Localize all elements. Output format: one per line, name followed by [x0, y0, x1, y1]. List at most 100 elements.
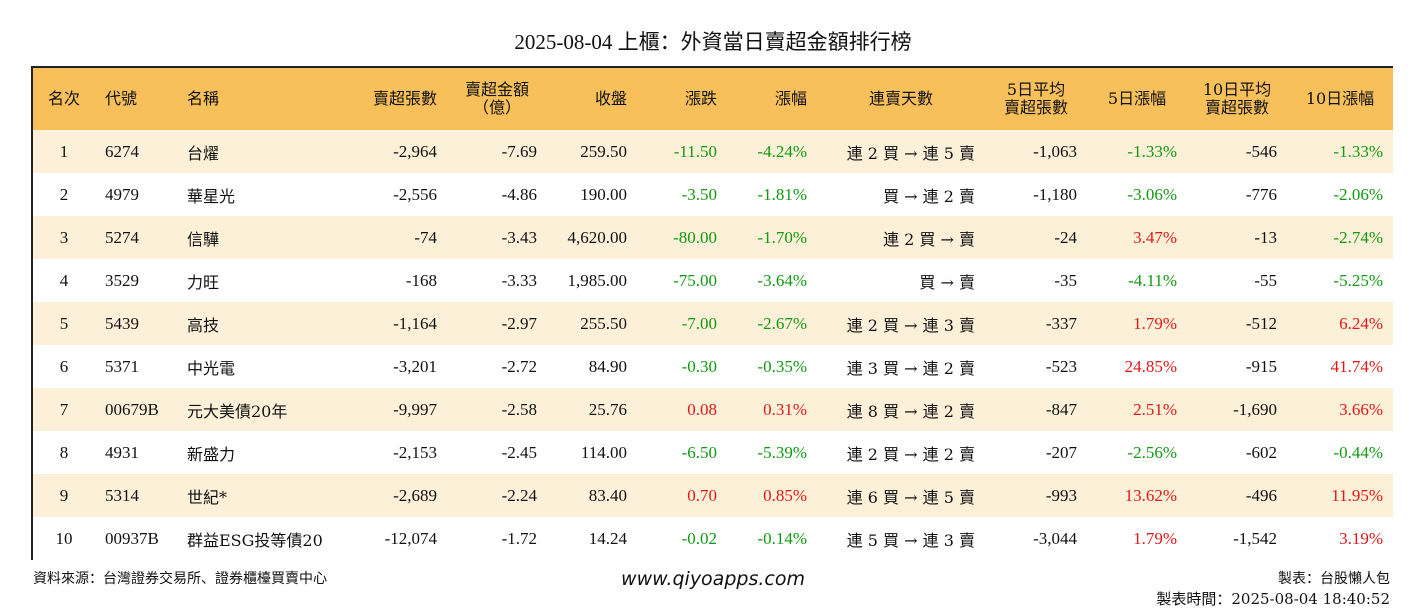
sell-qty-cell: -2,964: [393, 141, 437, 161]
streak-cell: 買 → 連 2 賣: [883, 186, 975, 206]
sell-amount-cell: -2.97: [501, 313, 537, 333]
avg10-qty-cell: -1,690: [1233, 399, 1277, 419]
rank-cell: 2: [59, 184, 69, 204]
pct5-cell: 13.62%: [1124, 485, 1177, 505]
header-change-pct: 漲幅: [774, 89, 807, 108]
header-close: 收盤: [594, 89, 627, 108]
streak-cell: 連 2 買 → 連 2 賣: [846, 444, 975, 464]
close-cell: 259.50: [580, 141, 627, 161]
avg5-qty-cell: -1,180: [1033, 184, 1077, 204]
sell-amount-cell: -2.45: [501, 442, 537, 462]
code-cell: 5439: [105, 313, 139, 333]
change-cell: -3.50: [681, 184, 717, 204]
table-body: 1 6274 台燿 -2,964 -7.69 259.50 -11.50 -4.24% 連 2 …: [33, 130, 1393, 560]
close-cell: 190.00: [580, 184, 627, 204]
avg10-qty-cell: -55: [1254, 270, 1277, 290]
name-cell: 台燿: [187, 143, 220, 163]
code-cell: 4979: [105, 184, 139, 204]
sell-qty-cell: -2,556: [393, 184, 437, 204]
change-cell: -0.02: [681, 528, 717, 548]
streak-cell: 連 2 買 → 賣: [883, 229, 975, 249]
ranking-table-frame: 名次 代號 名稱 賣超張數 賣超金額 （億） 收盤 漲跌 漲幅 連賣天數 5日平均 賣超張數 5日漲幅 1…: [31, 66, 1393, 560]
name-cell: 世紀*: [187, 487, 228, 507]
change-cell: -0.30: [681, 356, 717, 376]
sell-qty-cell: -12,074: [384, 528, 437, 548]
table-row: 4 3529 力旺 -168 -3.33 1,985.00 -75.00 -3.64% 買 → …: [33, 259, 1393, 302]
avg5-qty-cell: -1,063: [1033, 141, 1077, 161]
header-change: 漲跌: [684, 89, 717, 108]
rank-cell: 1: [59, 141, 69, 161]
header-pct10: 10日漲幅: [1305, 89, 1375, 108]
table-row: 9 5314 世紀* -2,689 -2.24 83.40 0.70 0.85% 連 6 買 →…: [33, 474, 1393, 517]
pct5-cell: -2.56%: [1127, 442, 1177, 462]
code-cell: 00679B: [105, 399, 159, 419]
table-header-row: 名次 代號 名稱 賣超張數 賣超金額 （億） 收盤 漲跌 漲幅 連賣天數 5日平均 賣超張數 5日漲幅 1…: [33, 68, 1393, 130]
name-cell: 信驊: [187, 229, 220, 249]
code-cell: 6274: [105, 141, 139, 161]
change-cell: -75.00: [673, 270, 717, 290]
table-maker: 製表：台股懶人包: [1278, 571, 1390, 587]
change-pct-cell: 0.85%: [763, 485, 807, 505]
pct10-cell: -0.44%: [1333, 442, 1383, 462]
avg10-qty-cell: -915: [1245, 356, 1277, 376]
rank-cell: 7: [59, 399, 69, 419]
rank-cell: 6: [59, 356, 69, 376]
table-row: 3 5274 信驊 -74 -3.43 4,620.00 -80.00 -1.70% 連 2 買…: [33, 216, 1393, 259]
change-cell: -7.00: [681, 313, 717, 333]
sell-amount-cell: -1.72: [501, 528, 537, 548]
change-pct-cell: -4.24%: [757, 141, 807, 161]
avg10-qty-cell: -776: [1245, 184, 1277, 204]
pct5-cell: -4.11%: [1128, 270, 1177, 290]
website-link[interactable]: www.qiyoapps.com: [621, 568, 805, 590]
pct10-cell: -2.74%: [1333, 227, 1383, 247]
name-cell: 華星光: [187, 186, 236, 206]
table-made-time: 製表時間：2025-08-04 18:40:52: [1156, 590, 1390, 608]
avg5-qty-cell: -35: [1054, 270, 1077, 290]
rank-cell: 9: [59, 485, 69, 505]
close-cell: 14.24: [588, 528, 627, 548]
pct5-cell: -3.06%: [1127, 184, 1177, 204]
rank-cell: 5: [59, 313, 69, 333]
sell-amount-cell: -4.86: [501, 184, 537, 204]
streak-cell: 連 3 買 → 連 2 賣: [846, 358, 975, 378]
name-cell: 群益ESG投等債20: [187, 530, 323, 550]
code-cell: 5371: [105, 356, 139, 376]
page-title: 2025-08-04 上櫃：外資當日賣超金額排行榜: [514, 30, 912, 54]
header-avg10-qty: 10日平均 賣超張數: [1202, 80, 1272, 117]
avg5-qty-cell: -24: [1054, 227, 1077, 247]
ranking-table: 名次 代號 名稱 賣超張數 賣超金額 （億） 收盤 漲跌 漲幅 連賣天數 5日平均 賣超張數 5日漲幅 1…: [33, 68, 1393, 560]
streak-cell: 買 → 賣: [919, 272, 975, 292]
sell-qty-cell: -3,201: [393, 356, 437, 376]
change-pct-cell: -3.64%: [757, 270, 807, 290]
header-rank: 名次: [47, 89, 80, 108]
avg5-qty-cell: -523: [1045, 356, 1077, 376]
table-row: 8 4931 新盛力 -2,153 -2.45 114.00 -6.50 -5.39% 連 2 …: [33, 431, 1393, 474]
table-row: 2 4979 華星光 -2,556 -4.86 190.00 -3.50 -1.81% 買 → …: [33, 173, 1393, 216]
sell-amount-cell: -7.69: [501, 141, 537, 161]
change-pct-cell: 0.31%: [763, 399, 807, 419]
header-avg5-qty: 5日平均 賣超張數: [1003, 80, 1068, 117]
name-cell: 元大美債20年: [187, 401, 288, 421]
sell-qty-cell: -9,997: [393, 399, 437, 419]
pct5-cell: 1.79%: [1133, 313, 1177, 333]
pct5-cell: 1.79%: [1133, 528, 1177, 548]
sell-qty-cell: -1,164: [393, 313, 437, 333]
header-sell-qty: 賣超張數: [372, 89, 437, 108]
code-cell: 5274: [105, 227, 139, 247]
avg10-qty-cell: -546: [1245, 141, 1277, 161]
pct5-cell: -1.33%: [1127, 141, 1177, 161]
header-streak: 連賣天數: [868, 89, 933, 108]
change-cell: 0.08: [687, 399, 717, 419]
streak-cell: 連 6 買 → 連 5 賣: [846, 487, 975, 507]
sell-amount-cell: -2.24: [501, 485, 537, 505]
sell-amount-cell: -2.58: [501, 399, 537, 419]
pct5-cell: 3.47%: [1133, 227, 1177, 247]
data-source-note: 資料來源：台灣證券交易所、證券櫃檯買賣中心: [33, 571, 327, 587]
streak-cell: 連 5 買 → 連 3 賣: [846, 530, 975, 550]
avg5-qty-cell: -337: [1045, 313, 1077, 333]
close-cell: 25.76: [588, 399, 627, 419]
avg10-qty-cell: -496: [1245, 485, 1277, 505]
change-pct-cell: -2.67%: [757, 313, 807, 333]
table-row: 6 5371 中光電 -3,201 -2.72 84.90 -0.30 -0.35% 連 3 買…: [33, 345, 1393, 388]
sell-amount-cell: -3.33: [501, 270, 537, 290]
